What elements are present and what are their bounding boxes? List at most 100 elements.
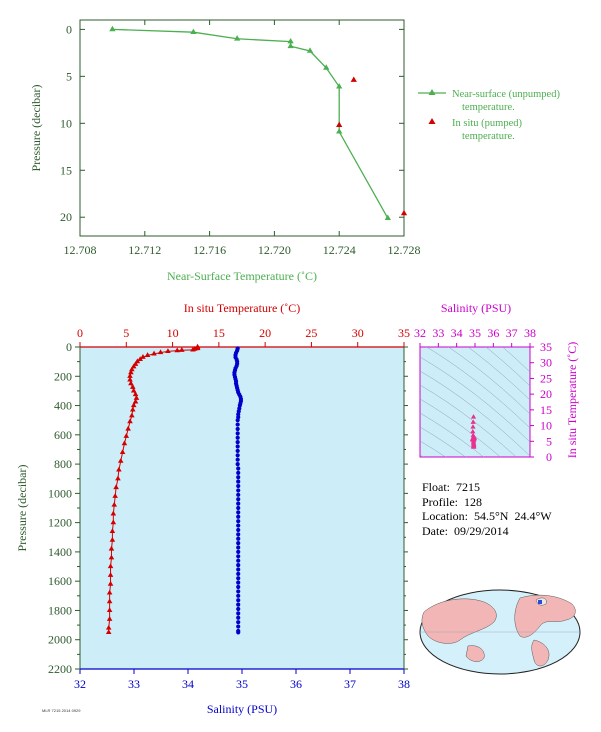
temperature-profile-point xyxy=(125,425,131,431)
salinity-profile-point xyxy=(236,514,241,519)
temperature-profile-series xyxy=(105,343,201,635)
temperature-profile-point xyxy=(130,363,137,369)
ts-title: Salinity (PSU) xyxy=(441,301,511,315)
near-surface-y-axis-label: Pressure (decibar) xyxy=(29,85,43,172)
temperature-profile-point xyxy=(105,624,112,630)
near-surface-x-tick-label: 12.712 xyxy=(128,243,161,257)
temperature-profile-point xyxy=(190,346,196,352)
salinity-profile-point xyxy=(236,606,241,612)
salinity-tick-label: 34 xyxy=(182,677,194,691)
temperature-profile-point xyxy=(107,580,114,586)
salinity-profile-point xyxy=(236,611,241,616)
near-surface-pumped-point xyxy=(400,209,408,216)
salinity-tick-label: 36 xyxy=(290,677,302,691)
ts-temperature-tick-label: 0 xyxy=(546,450,552,464)
ts-density-contour xyxy=(420,384,517,457)
salinity-profile-point xyxy=(235,453,240,458)
profile-label: Profile: xyxy=(422,494,458,509)
salinity-profile-point xyxy=(236,492,241,497)
near-surface-x-axis-label: Near-Surface Temperature (˚C) xyxy=(167,269,317,283)
profile-salinity-ticks: 32 33 34 35 36 37 38 xyxy=(74,669,410,691)
salinity-profile-point xyxy=(236,576,241,581)
salinity-profile-point xyxy=(236,580,241,585)
near-surface-legend: Near-surface (unpumped) temperature. In … xyxy=(418,89,560,142)
salinity-profile-point xyxy=(236,536,241,541)
salinity-profile-point xyxy=(236,571,241,576)
ts-data-point xyxy=(470,419,476,424)
salinity-profile-point xyxy=(235,461,240,467)
salinity-profile-point xyxy=(236,479,241,484)
location-value: 54.5°N 24.4°W xyxy=(473,509,552,523)
salinity-profile-point xyxy=(235,444,240,449)
ts-temperature-tick-label: 30 xyxy=(540,356,552,370)
pressure-tick-label: 1200 xyxy=(48,516,72,530)
pressure-tick-label: 1400 xyxy=(48,545,72,559)
pressure-tick-label: 0 xyxy=(66,340,72,354)
ts-density-contour xyxy=(467,347,530,401)
temperature-profile-point xyxy=(130,387,137,393)
temperature-profile-point xyxy=(108,545,115,551)
near-surface-x-tick-label: 12.724 xyxy=(323,243,356,257)
near-surface-y-tick-label: 0 xyxy=(66,22,72,36)
salinity-profile-point xyxy=(236,505,241,511)
ts-salinity-tick-label: 32 xyxy=(414,326,426,340)
ts-salinity-tick-label: 37 xyxy=(506,326,518,340)
near-surface-unpumped-point xyxy=(336,128,343,134)
temperature-profile-point xyxy=(107,572,114,577)
near-surface-x-tick-label: 12.716 xyxy=(193,243,226,257)
pressure-tick-label: 2200 xyxy=(48,662,72,676)
salinity-profile-point xyxy=(236,598,241,603)
ts-temperature-tick-label: 35 xyxy=(540,340,552,354)
temperature-profile-point xyxy=(127,376,133,382)
temperature-profile-point xyxy=(109,537,116,542)
temperature-tick-label: 20 xyxy=(259,326,271,340)
temperature-profile-point xyxy=(106,607,113,613)
profile-top-axis-label: In situ Temperature (˚C) xyxy=(184,301,301,315)
salinity-profile-point xyxy=(235,431,240,436)
ts-density-contour xyxy=(420,412,484,457)
profile-row: Profile: 128 xyxy=(422,495,552,510)
ts-density-contour xyxy=(485,347,530,387)
profile-plot-background xyxy=(80,347,404,669)
profile-pressure-ticks: 0 200 400 600 800 1000 1200 1400 1600 1800 2000 220… xyxy=(48,340,408,676)
ts-temperature-tick-label: 25 xyxy=(540,371,552,385)
ts-density-contour xyxy=(420,426,466,457)
profile-y-axis-label: Pressure (decibar) xyxy=(15,465,29,552)
salinity-profile-point xyxy=(236,630,241,635)
ts-salinity-tick-label: 38 xyxy=(524,326,536,340)
ts-salinity-ticks: 32 33 34 35 36 37 38 xyxy=(414,326,536,347)
temperature-profile-point xyxy=(112,493,118,498)
ts-density-contour xyxy=(420,356,530,443)
salinity-profile-point xyxy=(236,527,241,533)
ts-salinity-tick-label: 34 xyxy=(451,326,463,340)
profile-bottom-axis-label: Salinity (PSU) xyxy=(207,702,277,716)
salinity-profile-point xyxy=(236,554,241,559)
near-surface-y-tick-label: 20 xyxy=(60,210,72,224)
salinity-profile-point xyxy=(236,602,241,607)
ts-temperature-tick-label: 15 xyxy=(540,403,552,417)
near-surface-plot-frame xyxy=(79,19,405,237)
temperature-profile-point xyxy=(129,366,135,372)
temperature-profile-point xyxy=(111,501,118,507)
temperature-profile-point xyxy=(116,466,122,472)
salinity-profile-point xyxy=(236,523,241,528)
salinity-tick-label: 38 xyxy=(398,677,410,691)
profile-value: 128 xyxy=(464,494,482,509)
temperature-tick-label: 15 xyxy=(213,326,225,340)
salinity-tick-label: 35 xyxy=(236,677,248,691)
salinity-profile-point xyxy=(236,549,241,555)
plot-stamp: MLR 7215 2014 0929 xyxy=(42,708,81,713)
salinity-profile-point xyxy=(236,466,241,471)
date-label: Date: xyxy=(422,523,448,538)
temperature-profile-point xyxy=(110,510,117,516)
near-surface-y-tick-label: 10 xyxy=(60,116,72,130)
temperature-profile-point xyxy=(157,349,164,355)
salinity-profile-point xyxy=(235,448,240,454)
near-surface-unpumped-line xyxy=(112,28,389,219)
temperature-profile-point xyxy=(107,563,114,569)
temperature-profile-point xyxy=(127,373,133,378)
temperature-profile-point xyxy=(132,398,139,404)
salinity-profile-point xyxy=(236,584,241,590)
